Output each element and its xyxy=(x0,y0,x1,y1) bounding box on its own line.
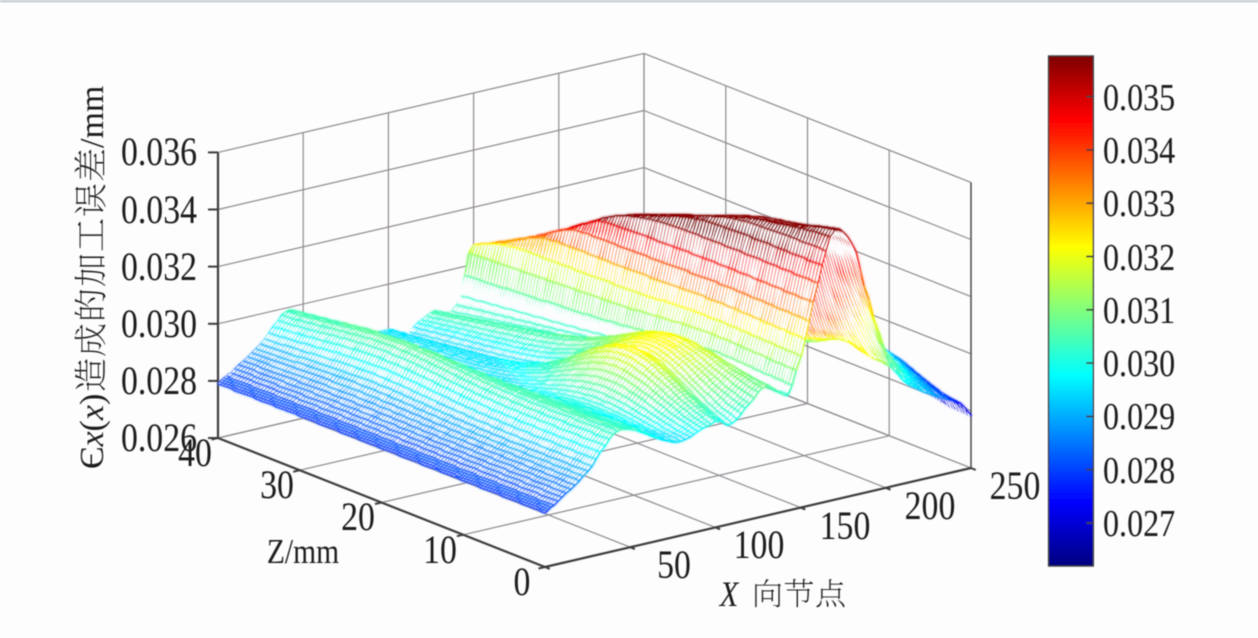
svg-text:0.035: 0.035 xyxy=(1103,77,1175,119)
svg-text:0.027: 0.027 xyxy=(1103,503,1175,545)
svg-text:Z/mm: Z/mm xyxy=(267,533,339,572)
svg-text:0.028: 0.028 xyxy=(121,359,197,403)
svg-text:0: 0 xyxy=(514,560,531,604)
svg-text:250: 250 xyxy=(990,464,1041,508)
svg-text:X: X xyxy=(718,575,740,615)
svg-text:Єx(x): Єx(x) xyxy=(74,394,111,469)
svg-text:0.031: 0.031 xyxy=(1103,290,1175,332)
svg-text:20: 20 xyxy=(341,495,375,539)
svg-text:0.030: 0.030 xyxy=(121,302,197,346)
svg-text:0.032: 0.032 xyxy=(1103,237,1175,279)
svg-text:0.026: 0.026 xyxy=(121,416,197,460)
svg-text:200: 200 xyxy=(905,484,956,528)
svg-text:/mm: /mm xyxy=(74,86,111,148)
svg-text:0.034: 0.034 xyxy=(1103,130,1176,172)
svg-text:0.034: 0.034 xyxy=(121,188,197,232)
svg-text:0.033: 0.033 xyxy=(1103,183,1175,225)
svg-text:0.036: 0.036 xyxy=(121,130,197,174)
svg-text:10: 10 xyxy=(423,528,457,572)
svg-text:30: 30 xyxy=(260,463,294,507)
svg-text:40: 40 xyxy=(178,431,212,475)
svg-text:50: 50 xyxy=(657,543,691,587)
svg-text:100: 100 xyxy=(734,523,785,567)
svg-text:150: 150 xyxy=(820,504,871,548)
svg-text:0.030: 0.030 xyxy=(1103,343,1175,385)
svg-text:0.029: 0.029 xyxy=(1103,396,1175,438)
svg-text:0.032: 0.032 xyxy=(121,245,197,289)
svg-text:0.028: 0.028 xyxy=(1103,450,1175,492)
